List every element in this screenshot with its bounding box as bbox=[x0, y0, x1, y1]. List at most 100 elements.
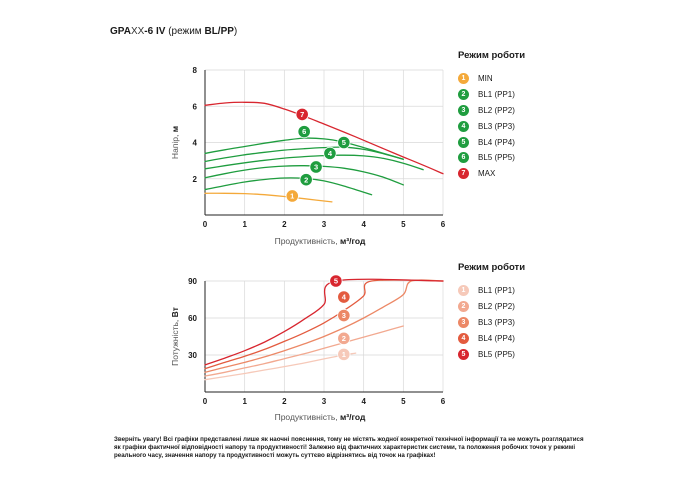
legend-item: 1 BL1 (PP1) bbox=[458, 283, 525, 299]
x-axis-label-unit: м³/год bbox=[340, 412, 366, 422]
x-axis-label: Продуктивність, м³/год bbox=[275, 412, 366, 422]
legend-label: BL2 (PP2) bbox=[478, 105, 515, 115]
y-tick-label: 6 bbox=[193, 102, 198, 111]
legend-marker: 3 bbox=[458, 316, 469, 328]
series-marker-label: 3 bbox=[314, 163, 318, 172]
legend-item: 5 BL4 (PP4) bbox=[458, 134, 525, 150]
legend-label: MIN bbox=[478, 74, 493, 84]
series-marker-3 bbox=[337, 308, 351, 323]
series-marker-label: 6 bbox=[302, 127, 306, 136]
legend-label: BL3 (PP3) bbox=[478, 121, 515, 131]
series-marker-label: 2 bbox=[304, 175, 308, 184]
series-marker-label: 1 bbox=[290, 192, 294, 201]
legend-title: Режим роботи bbox=[458, 50, 526, 61]
series-marker-5 bbox=[329, 274, 343, 288]
legend-item: 2 BL2 (PP2) bbox=[458, 299, 525, 315]
x-tick-label: 0 bbox=[203, 397, 208, 406]
legend-marker: 6 bbox=[458, 152, 469, 164]
legend-label: BL1 (PP1) bbox=[478, 90, 515, 100]
legend-label: MAX bbox=[478, 169, 496, 179]
legend-head-curves: Режим роботи 1 MIN 2 BL1 (PP1) 3 BL2 (PP2) 4 BL… bbox=[458, 50, 525, 182]
legend-marker: 4 bbox=[458, 120, 469, 132]
series-line-1 bbox=[204, 192, 333, 203]
x-tick-label: 2 bbox=[282, 397, 287, 406]
x-axis-label: Продуктивність, м³/год bbox=[275, 236, 366, 246]
legend-label: BL3 (PP3) bbox=[478, 317, 515, 327]
y-axis-label-unit: м bbox=[170, 126, 180, 132]
series-marker-4 bbox=[323, 146, 337, 160]
x-tick-label: 6 bbox=[441, 220, 446, 229]
disclaimer-note: Зверніть увагу! Всі графіки представлені… bbox=[114, 436, 584, 459]
title-mode: BL/PP bbox=[204, 26, 234, 37]
legend-marker: 2 bbox=[458, 89, 469, 101]
series-marker-2 bbox=[337, 331, 351, 345]
legend-item: 1 MIN bbox=[458, 71, 525, 87]
y-tick-label: 4 bbox=[193, 139, 198, 148]
series-line-2 bbox=[204, 177, 373, 196]
series-line-7 bbox=[204, 101, 444, 175]
x-tick-label: 1 bbox=[242, 397, 247, 406]
series-line-2 bbox=[204, 325, 404, 377]
series-marker-5 bbox=[337, 135, 351, 150]
y-axis-label: Потужність, Вт bbox=[170, 307, 180, 366]
series-line-3 bbox=[204, 165, 404, 186]
legend-label: BL5 (PP5) bbox=[478, 349, 515, 359]
series-marker-label: 4 bbox=[342, 293, 347, 302]
y-tick-label: 60 bbox=[188, 314, 197, 323]
y-tick-label: 8 bbox=[193, 66, 198, 75]
y-tick-label: 30 bbox=[188, 351, 197, 360]
title-model: GPA bbox=[110, 26, 131, 37]
legend-label: BL2 (PP2) bbox=[478, 302, 515, 312]
x-tick-label: 5 bbox=[401, 397, 406, 406]
x-tick-label: 0 bbox=[203, 220, 208, 229]
series-marker-1 bbox=[285, 189, 299, 203]
series-marker-label: 1 bbox=[342, 350, 346, 359]
title-mode-suffix: ) bbox=[233, 26, 238, 37]
x-axis-label-light: Продуктивність, bbox=[275, 236, 340, 246]
series-marker-label: 3 bbox=[342, 311, 346, 320]
series-marker-label: 2 bbox=[342, 334, 346, 343]
series-line-4 bbox=[204, 154, 424, 171]
y-axis-label-light: Напір, bbox=[170, 132, 180, 159]
legend-label: BL4 (PP4) bbox=[478, 137, 515, 147]
legend-marker: 5 bbox=[458, 136, 469, 148]
series-marker-label: 5 bbox=[342, 138, 346, 147]
legend-label: BL5 (PP5) bbox=[478, 153, 515, 163]
x-tick-label: 5 bbox=[401, 220, 406, 229]
series-marker-6 bbox=[297, 125, 311, 139]
series-marker-label: 7 bbox=[300, 110, 304, 119]
title-model-xx: XX bbox=[130, 26, 145, 37]
series-marker-3 bbox=[309, 160, 323, 174]
legend-marker: 2 bbox=[458, 301, 469, 313]
legend-marker: 1 bbox=[458, 73, 469, 85]
legend-marker: 4 bbox=[458, 332, 469, 344]
legend-power-curves: Режим роботи 1 BL1 (PP1) 2 BL2 (PP2) 3 BL3 (P… bbox=[458, 262, 525, 362]
legend-marker: 5 bbox=[458, 348, 469, 360]
chart-title: GPAXX-6 IV (режим BL/PP) bbox=[110, 26, 237, 37]
series-line-5 bbox=[204, 146, 404, 163]
series-marker-7 bbox=[295, 107, 309, 122]
series-marker-label: 4 bbox=[328, 149, 333, 158]
x-tick-label: 4 bbox=[361, 220, 366, 229]
series-marker-2 bbox=[299, 173, 313, 187]
legend-item: 4 BL4 (PP4) bbox=[458, 330, 525, 346]
x-tick-label: 2 bbox=[282, 220, 287, 229]
legend-marker: 3 bbox=[458, 104, 469, 116]
legend-item: 3 BL3 (PP3) bbox=[458, 315, 525, 331]
legend-item: 7 MAX bbox=[458, 166, 525, 182]
x-tick-label: 4 bbox=[361, 397, 366, 406]
y-axis-label-light: Потужність, bbox=[170, 317, 180, 366]
legend-item: 3 BL2 (PP2) bbox=[458, 103, 525, 119]
series-line-4 bbox=[204, 279, 444, 370]
legend-marker: 1 bbox=[458, 285, 469, 297]
x-tick-label: 1 bbox=[242, 220, 247, 229]
y-tick-label: 90 bbox=[188, 277, 197, 286]
title-model-suffix: -6 IV bbox=[144, 26, 166, 37]
x-tick-label: 3 bbox=[322, 397, 327, 406]
y-axis-label: Напір, м bbox=[170, 126, 180, 159]
legend-marker: 7 bbox=[458, 168, 469, 180]
legend-item: 6 BL5 (PP5) bbox=[458, 150, 525, 166]
